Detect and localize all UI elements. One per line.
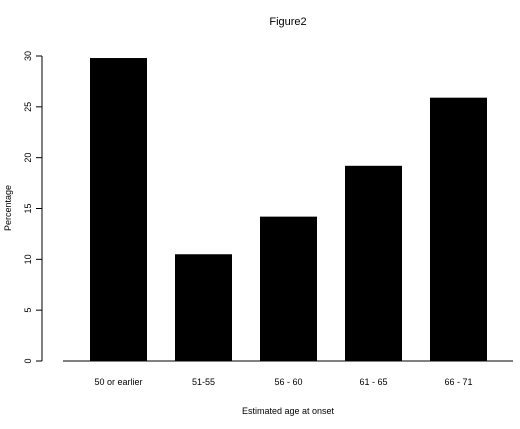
y-tick-label: 25 xyxy=(23,102,33,112)
y-ticks-group: 0 5 10 15 20 25 30 xyxy=(23,51,42,364)
y-tick-label: 20 xyxy=(23,153,33,163)
bars-group xyxy=(90,58,487,362)
y-tick-label: 15 xyxy=(23,203,33,213)
y-tick-label: 10 xyxy=(23,254,33,264)
y-axis-label: Percentage xyxy=(3,185,13,231)
x-tick-label: 50 or earlier xyxy=(94,377,142,387)
bar-2 xyxy=(175,254,232,361)
chart-title: Figure2 xyxy=(269,16,306,28)
bar-1 xyxy=(90,58,147,362)
bar-4 xyxy=(345,165,402,361)
y-tick-label: 30 xyxy=(23,51,33,61)
y-tick-label: 0 xyxy=(23,358,33,363)
x-tick-label: 66 - 71 xyxy=(444,377,472,387)
x-tick-label: 61 - 65 xyxy=(359,377,387,387)
x-tick-labels-group: 50 or earlier 51-55 56 - 60 61 - 65 66 - 71 xyxy=(94,377,472,387)
x-tick-label: 56 - 60 xyxy=(274,377,302,387)
y-tick-label: 5 xyxy=(23,308,33,313)
bar-3 xyxy=(260,216,317,361)
bar-5 xyxy=(430,97,487,361)
x-axis-label: Estimated age at onset xyxy=(242,406,335,416)
x-tick-label: 51-55 xyxy=(192,377,215,387)
